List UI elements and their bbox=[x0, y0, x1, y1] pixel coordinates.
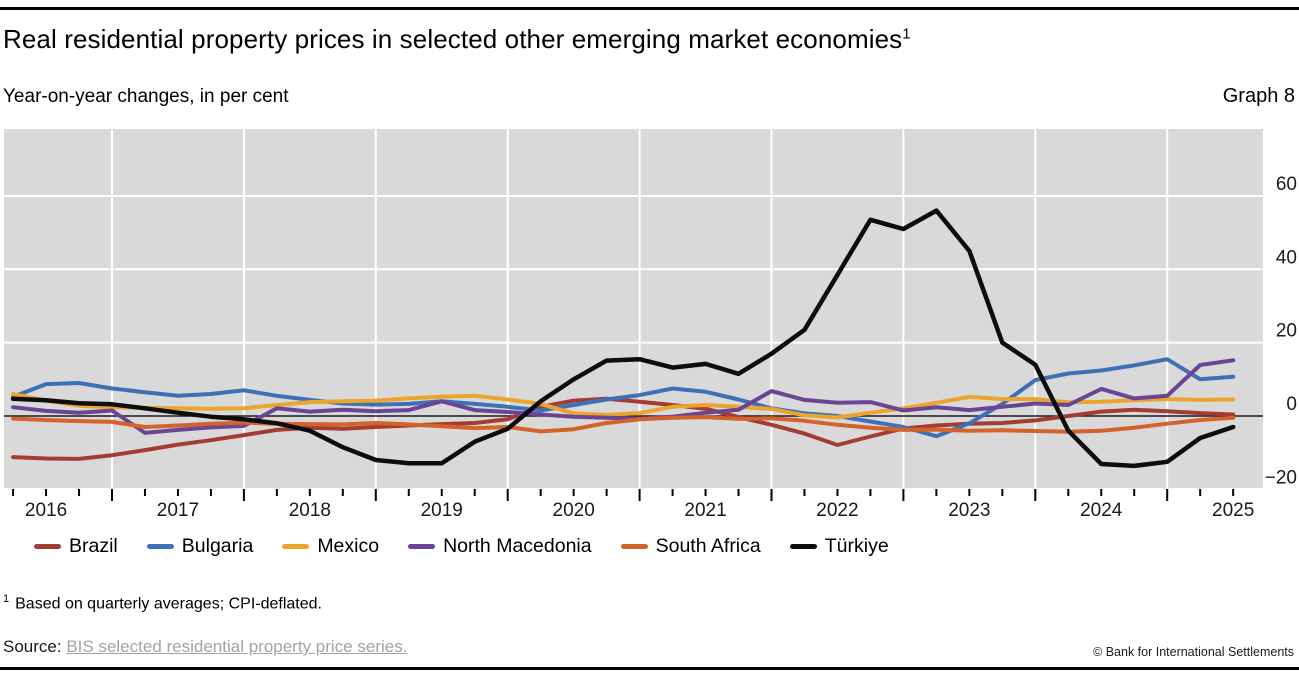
x-axis-label-2023: 2023 bbox=[948, 500, 990, 521]
legend-item-mexico: Mexico bbox=[282, 535, 379, 558]
x-axis-label-2025: 2025 bbox=[1212, 500, 1254, 521]
legend-label-south-africa: South Africa bbox=[655, 535, 761, 557]
legend-label-north-macedonia: North Macedonia bbox=[443, 535, 592, 557]
series-line-bulgaria bbox=[11, 357, 1236, 439]
legend-swatch-north-macedonia bbox=[408, 544, 436, 549]
x-axis-label-2022: 2022 bbox=[816, 500, 858, 521]
x-axis-label-2019: 2019 bbox=[421, 500, 463, 521]
legend-label-mexico: Mexico bbox=[317, 535, 380, 557]
legend-item-north-macedonia: North Macedonia bbox=[408, 535, 592, 558]
footnote-text: Based on quarterly averages; CPI-deflate… bbox=[15, 595, 322, 613]
legend-swatch-south-africa bbox=[620, 544, 648, 549]
x-axis-label-2017: 2017 bbox=[157, 500, 199, 521]
footnote-marker: 1 bbox=[3, 593, 10, 605]
series-line-south-africa bbox=[11, 415, 1236, 434]
series-line-north-macedonia bbox=[11, 358, 1236, 435]
x-axis-label-2021: 2021 bbox=[684, 500, 726, 521]
y-axis-label-0: 0 bbox=[1286, 394, 1297, 415]
page-title-text: Real residential property prices in sele… bbox=[3, 24, 903, 54]
legend-item-bulgaria: Bulgaria bbox=[146, 535, 254, 558]
legend-label-brazil: Brazil bbox=[69, 535, 118, 557]
legend-item-brazil: Brazil bbox=[34, 535, 118, 558]
legend-swatch-bulgaria bbox=[146, 544, 174, 549]
chart-subtitle: Year-on-year changes, in per cent bbox=[3, 86, 289, 107]
source-label: Source: bbox=[3, 637, 62, 656]
legend-item-south-africa: South Africa bbox=[620, 535, 761, 558]
legend-item-turkiye: Türkiye bbox=[789, 535, 889, 558]
y-axis-label--20: −20 bbox=[1265, 467, 1297, 488]
graph-number-label: Graph 8 bbox=[1222, 85, 1295, 107]
legend-label-bulgaria: Bulgaria bbox=[181, 535, 254, 557]
series-line-turkiye bbox=[10, 208, 1236, 469]
page-title: Real residential property prices in sele… bbox=[3, 24, 911, 55]
x-axis-label-2018: 2018 bbox=[289, 500, 331, 521]
bottom-rule bbox=[0, 667, 1299, 670]
title-footnote-marker: 1 bbox=[902, 25, 911, 43]
x-axis-label-2020: 2020 bbox=[553, 500, 595, 521]
legend-label-turkiye: Türkiye bbox=[824, 535, 889, 557]
series-line-brazil bbox=[11, 396, 1236, 461]
legend-swatch-mexico bbox=[282, 544, 310, 549]
copyright-notice: © Bank for International Settlements bbox=[1093, 645, 1294, 659]
x-axis-label-2024: 2024 bbox=[1080, 500, 1123, 521]
chart-legend: Brazil Bulgaria Mexico North Macedonia South… bbox=[34, 535, 889, 558]
y-axis-label-60: 60 bbox=[1276, 174, 1297, 195]
x-axis-label-2016: 2016 bbox=[25, 500, 67, 521]
series-lines bbox=[10, 208, 1236, 469]
source-line: Source: BIS selected residential propert… bbox=[3, 637, 407, 657]
y-axis-label-20: 20 bbox=[1276, 321, 1297, 342]
chart-footnote: 1 Based on quarterly averages; CPI-deflat… bbox=[3, 593, 322, 613]
source-link[interactable]: BIS selected residential property price … bbox=[66, 637, 408, 656]
legend-swatch-brazil bbox=[34, 544, 61, 549]
top-rule bbox=[0, 7, 1299, 10]
y-axis-label-40: 40 bbox=[1276, 247, 1297, 268]
series-line-mexico bbox=[11, 392, 1236, 420]
legend-swatch-turkiye bbox=[789, 544, 817, 549]
